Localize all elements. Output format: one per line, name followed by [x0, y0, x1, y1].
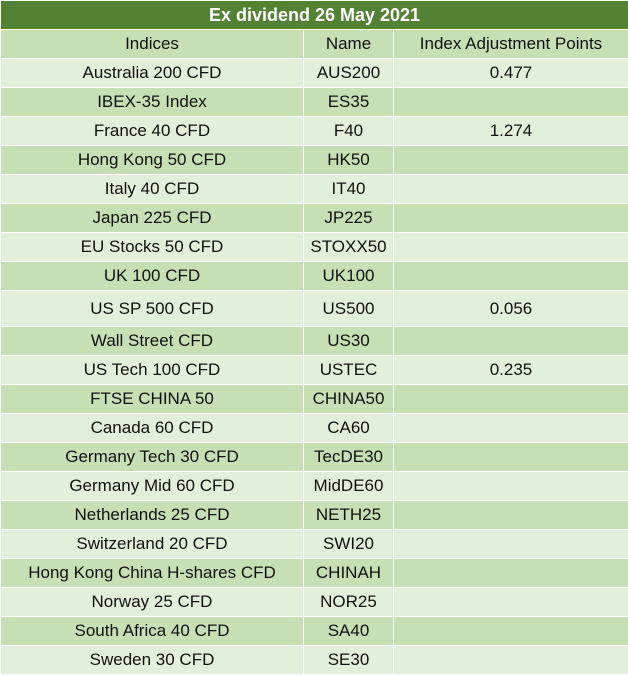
- index-cell: IBEX-35 Index: [0, 87, 304, 117]
- symbol-cell: JP225: [303, 203, 394, 233]
- index-cell: Canada 60 CFD: [0, 413, 304, 443]
- index-cell: Wall Street CFD: [0, 326, 304, 356]
- table-row: US Tech 100 CFD USTEC 0.235: [0, 355, 628, 385]
- symbol-cell: CHINA50: [303, 384, 394, 414]
- points-cell: [393, 616, 628, 646]
- index-cell: Germany Mid 60 CFD: [0, 471, 304, 501]
- table-row: US SP 500 CFD US500 0.056: [0, 290, 628, 327]
- table-row: Sweden 30 CFD SE30: [0, 645, 628, 675]
- index-cell: US SP 500 CFD: [0, 290, 304, 327]
- table-row: Hong Kong China H-shares CFD CHINAH: [0, 558, 628, 588]
- index-cell: Italy 40 CFD: [0, 174, 304, 204]
- symbol-cell: NOR25: [303, 587, 394, 617]
- points-cell: [393, 442, 628, 472]
- index-cell: UK 100 CFD: [0, 261, 304, 291]
- points-cell: [393, 261, 628, 291]
- header-name: Name: [303, 29, 394, 59]
- table-row: EU Stocks 50 CFD STOXX50: [0, 232, 628, 262]
- table-row: Japan 225 CFD JP225: [0, 203, 628, 233]
- index-cell: South Africa 40 CFD: [0, 616, 304, 646]
- points-cell: 1.274: [393, 116, 628, 146]
- index-cell: Hong Kong China H-shares CFD: [0, 558, 304, 588]
- index-cell: Japan 225 CFD: [0, 203, 304, 233]
- table-row: South Africa 40 CFD SA40: [0, 616, 628, 646]
- symbol-cell: US500: [303, 290, 394, 327]
- points-cell: 0.235: [393, 355, 628, 385]
- table-row: Canada 60 CFD CA60: [0, 413, 628, 443]
- index-cell: Netherlands 25 CFD: [0, 500, 304, 530]
- points-cell: [393, 471, 628, 501]
- points-cell: [393, 87, 628, 117]
- table-row: Italy 40 CFD IT40: [0, 174, 628, 204]
- index-cell: Norway 25 CFD: [0, 587, 304, 617]
- symbol-cell: ES35: [303, 87, 394, 117]
- points-cell: 0.056: [393, 290, 628, 327]
- index-cell: France 40 CFD: [0, 116, 304, 146]
- symbol-cell: CHINAH: [303, 558, 394, 588]
- points-cell: [393, 326, 628, 356]
- points-cell: [393, 232, 628, 262]
- index-cell: Sweden 30 CFD: [0, 645, 304, 675]
- symbol-cell: SA40: [303, 616, 394, 646]
- table-title: Ex dividend 26 May 2021: [0, 0, 628, 30]
- symbol-cell: CA60: [303, 413, 394, 443]
- symbol-cell: SE30: [303, 645, 394, 675]
- table-row: FTSE CHINA 50 CHINA50: [0, 384, 628, 414]
- index-cell: EU Stocks 50 CFD: [0, 232, 304, 262]
- index-cell: US Tech 100 CFD: [0, 355, 304, 385]
- points-cell: [393, 145, 628, 175]
- index-cell: FTSE CHINA 50: [0, 384, 304, 414]
- points-cell: [393, 645, 628, 675]
- points-cell: [393, 384, 628, 414]
- table-row: Norway 25 CFD NOR25: [0, 587, 628, 617]
- header-row: Indices Name Index Adjustment Points: [0, 29, 628, 59]
- header-indices: Indices: [0, 29, 304, 59]
- symbol-cell: HK50: [303, 145, 394, 175]
- points-cell: [393, 203, 628, 233]
- table-row: Australia 200 CFD AUS200 0.477: [0, 58, 628, 88]
- table-body: Australia 200 CFD AUS200 0.477 IBEX-35 I…: [0, 58, 628, 675]
- symbol-cell: US30: [303, 326, 394, 356]
- table-row: Switzerland 20 CFD SWI20: [0, 529, 628, 559]
- symbol-cell: TecDE30: [303, 442, 394, 472]
- table-row: France 40 CFD F40 1.274: [0, 116, 628, 146]
- symbol-cell: STOXX50: [303, 232, 394, 262]
- table-row: Netherlands 25 CFD NETH25: [0, 500, 628, 530]
- table-row: Germany Tech 30 CFD TecDE30: [0, 442, 628, 472]
- symbol-cell: MidDE60: [303, 471, 394, 501]
- points-cell: [393, 413, 628, 443]
- points-cell: [393, 500, 628, 530]
- header-points: Index Adjustment Points: [393, 29, 628, 59]
- points-cell: [393, 587, 628, 617]
- points-cell: [393, 558, 628, 588]
- table-row: UK 100 CFD UK100: [0, 261, 628, 291]
- index-cell: Switzerland 20 CFD: [0, 529, 304, 559]
- index-cell: Hong Kong 50 CFD: [0, 145, 304, 175]
- symbol-cell: IT40: [303, 174, 394, 204]
- symbol-cell: AUS200: [303, 58, 394, 88]
- points-cell: 0.477: [393, 58, 628, 88]
- index-cell: Germany Tech 30 CFD: [0, 442, 304, 472]
- symbol-cell: F40: [303, 116, 394, 146]
- table-row: Germany Mid 60 CFD MidDE60: [0, 471, 628, 501]
- table-row: Hong Kong 50 CFD HK50: [0, 145, 628, 175]
- table-row: Wall Street CFD US30: [0, 326, 628, 356]
- symbol-cell: UK100: [303, 261, 394, 291]
- symbol-cell: USTEC: [303, 355, 394, 385]
- points-cell: [393, 174, 628, 204]
- table-row: IBEX-35 Index ES35: [0, 87, 628, 117]
- points-cell: [393, 529, 628, 559]
- symbol-cell: NETH25: [303, 500, 394, 530]
- symbol-cell: SWI20: [303, 529, 394, 559]
- index-cell: Australia 200 CFD: [0, 58, 304, 88]
- title-row: Ex dividend 26 May 2021: [0, 0, 628, 30]
